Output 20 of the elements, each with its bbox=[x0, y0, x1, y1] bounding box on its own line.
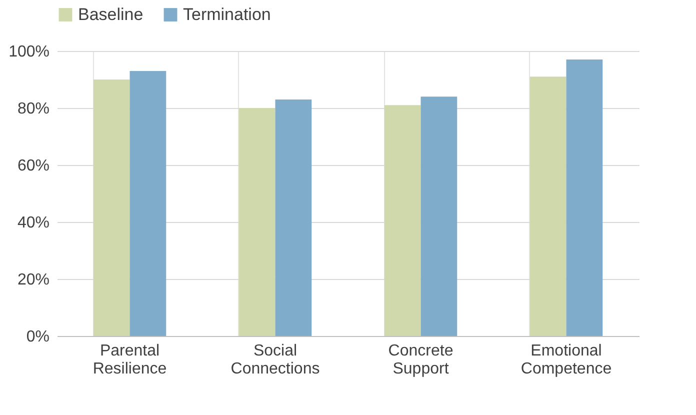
x-tick-label: Parental Resilience bbox=[92, 342, 167, 378]
bar bbox=[130, 70, 166, 336]
bar bbox=[420, 96, 458, 336]
bar bbox=[275, 99, 312, 336]
x-tick-label: Social Connections bbox=[230, 342, 320, 378]
y-tick-label: 40% bbox=[17, 214, 50, 232]
bar bbox=[384, 105, 421, 336]
x-tick-label: Concrete Support bbox=[388, 342, 454, 378]
y-tick-label: 0% bbox=[26, 328, 50, 346]
legend-label: Baseline bbox=[78, 4, 144, 24]
bar bbox=[238, 108, 276, 336]
legend-label: Termination bbox=[183, 4, 271, 24]
y-tick-label: 60% bbox=[17, 158, 50, 174]
y-tick-label: 20% bbox=[17, 272, 50, 288]
bar bbox=[93, 80, 130, 336]
x-tick-label: Emotional Competence bbox=[520, 342, 612, 378]
y-tick-label: 80% bbox=[17, 100, 50, 118]
bar bbox=[530, 76, 566, 336]
y-tick-label: 100% bbox=[8, 44, 50, 60]
bar bbox=[566, 60, 603, 336]
